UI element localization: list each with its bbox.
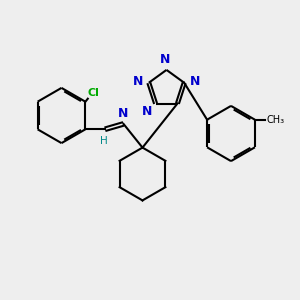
Text: N: N [118,107,129,120]
Text: Cl: Cl [88,88,100,98]
Text: N: N [190,75,200,88]
Text: CH₃: CH₃ [266,115,284,125]
Text: N: N [142,105,152,118]
Text: N: N [160,53,170,66]
Text: N: N [133,75,143,88]
Text: H: H [100,136,107,146]
